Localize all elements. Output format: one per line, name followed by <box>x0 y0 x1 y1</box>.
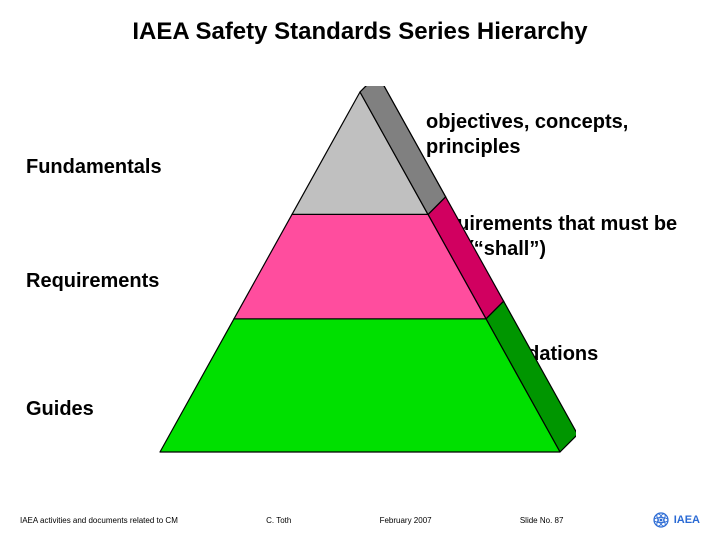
level-label-requirements: Requirements <box>26 270 159 293</box>
slide-footer: IAEA activities and documents related to… <box>20 510 700 530</box>
footer-slide: Slide No. 87 <box>520 516 564 525</box>
level-desc-requirements: requirements that must be met (“shall”) <box>426 212 696 262</box>
footer-source: IAEA activities and documents related to… <box>20 516 178 525</box>
footer-author: C. Toth <box>266 516 291 525</box>
level-desc-fundamentals: objectives, concepts, principles <box>426 110 696 160</box>
slide-title: IAEA Safety Standards Series Hierarchy <box>0 18 720 46</box>
footer-date: February 2007 <box>380 516 432 525</box>
iaea-logo-icon <box>652 511 670 529</box>
footer-org: IAEA <box>652 511 700 529</box>
footer-org-label: IAEA <box>674 514 700 526</box>
level-desc-guides: recommendations (“should”) <box>426 342 696 392</box>
level-label-guides: Guides <box>26 398 94 421</box>
level-label-fundamentals: Fundamentals <box>26 156 162 179</box>
